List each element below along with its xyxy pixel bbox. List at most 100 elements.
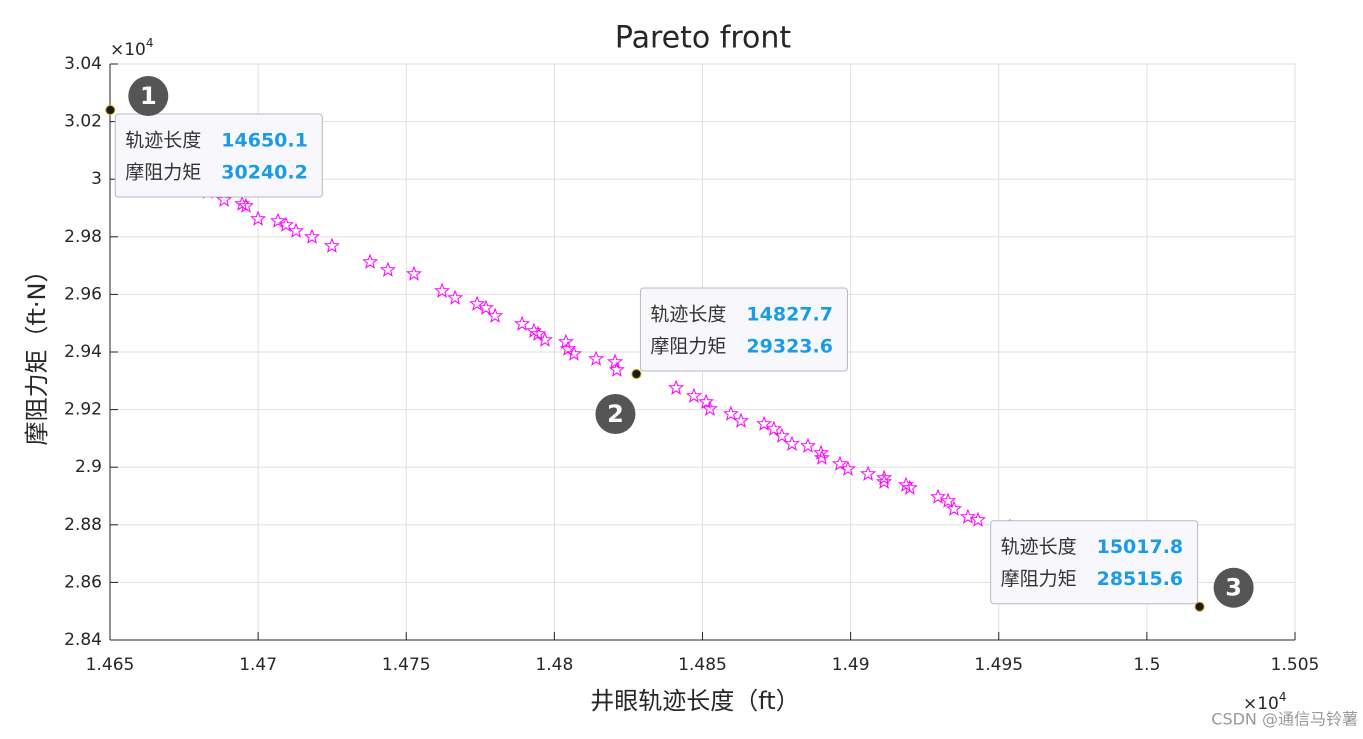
marker-number: 1 bbox=[140, 82, 157, 110]
point bbox=[860, 465, 877, 481]
point bbox=[487, 307, 504, 323]
multiplier-base: ×10 bbox=[1243, 694, 1279, 714]
point bbox=[901, 479, 918, 495]
point bbox=[447, 289, 464, 305]
point bbox=[698, 393, 715, 409]
datatip-value: 15017.8 bbox=[1097, 536, 1184, 558]
x-axis-label: 井眼轨迹长度（ft） bbox=[590, 687, 799, 715]
datatip-label: 轨迹长度 bbox=[125, 130, 201, 152]
datatip-point bbox=[1194, 601, 1205, 612]
point bbox=[722, 405, 739, 421]
datatip-label: 摩阻力矩 bbox=[650, 336, 726, 358]
datatip-label: 摩阻力矩 bbox=[125, 162, 201, 184]
point bbox=[250, 210, 267, 226]
marker-badge bbox=[128, 76, 169, 117]
point bbox=[773, 427, 790, 443]
y-tick-label: 2.98 bbox=[64, 227, 102, 247]
point bbox=[565, 345, 582, 361]
point bbox=[756, 415, 773, 431]
x-tick-label: 1.485 bbox=[678, 655, 727, 675]
marker-badge bbox=[595, 394, 636, 435]
point bbox=[685, 387, 702, 403]
point bbox=[469, 295, 486, 311]
x-tick-label: 1.505 bbox=[1271, 655, 1320, 675]
datatip-box bbox=[639, 287, 848, 372]
point bbox=[799, 437, 816, 453]
point bbox=[434, 282, 451, 298]
datatip-label: 摩阻力矩 bbox=[1001, 568, 1077, 590]
point bbox=[930, 488, 947, 504]
datatip-box bbox=[990, 520, 1199, 605]
datatip-point bbox=[105, 105, 116, 116]
datatip-point bbox=[631, 369, 642, 380]
datatip-value: 29323.6 bbox=[746, 336, 833, 358]
chart-title: Pareto front bbox=[615, 21, 792, 56]
point bbox=[323, 237, 340, 253]
y-tick-label: 2.96 bbox=[64, 284, 102, 304]
y-axis-label: 摩阻力矩（ft·N） bbox=[23, 258, 51, 445]
x-tick-label: 1.47 bbox=[239, 655, 277, 675]
x-tick-label: 1.48 bbox=[535, 655, 573, 675]
y-tick-label: 3.04 bbox=[64, 54, 102, 74]
marker-number: 3 bbox=[1225, 574, 1242, 602]
y-tick-label: 2.9 bbox=[75, 457, 102, 477]
point bbox=[813, 449, 830, 465]
y-tick-label: 3 bbox=[91, 169, 102, 189]
point bbox=[765, 420, 782, 436]
x-tick-label: 1.475 bbox=[382, 655, 431, 675]
axis-multiplier: ×104 bbox=[110, 36, 154, 61]
point bbox=[812, 444, 830, 460]
point bbox=[269, 212, 286, 228]
point bbox=[959, 508, 976, 524]
point bbox=[557, 333, 574, 349]
point bbox=[831, 455, 848, 471]
y-tick-label: 2.88 bbox=[64, 515, 102, 535]
point bbox=[237, 197, 254, 213]
point bbox=[608, 361, 625, 377]
axis-multiplier: ×104 bbox=[1243, 690, 1287, 715]
point bbox=[216, 191, 233, 207]
point bbox=[362, 253, 379, 269]
point bbox=[783, 435, 800, 451]
datatip-value: 14650.1 bbox=[221, 130, 308, 152]
point bbox=[876, 469, 893, 485]
datatip-label: 轨迹长度 bbox=[1001, 536, 1077, 558]
watermark: CSDN @通信马铃薯 bbox=[1211, 710, 1358, 729]
point bbox=[701, 400, 718, 416]
point bbox=[530, 325, 547, 341]
datatip-value: 30240.2 bbox=[221, 162, 308, 184]
y-tick-label: 3.02 bbox=[64, 112, 102, 132]
multiplier-exp: 4 bbox=[1279, 690, 1287, 704]
point bbox=[946, 500, 963, 516]
point bbox=[304, 228, 321, 244]
point bbox=[607, 353, 624, 369]
multiplier-exp: 4 bbox=[146, 36, 154, 50]
y-tick-label: 2.84 bbox=[64, 630, 102, 650]
multiplier-base: ×10 bbox=[110, 40, 146, 60]
point bbox=[405, 265, 422, 281]
point bbox=[477, 299, 494, 315]
point bbox=[514, 315, 531, 331]
point bbox=[668, 379, 685, 395]
x-tick-label: 1.5 bbox=[1133, 655, 1160, 675]
point bbox=[940, 492, 957, 508]
point bbox=[277, 216, 294, 232]
datatip-value: 14827.7 bbox=[746, 304, 833, 326]
point bbox=[525, 322, 542, 338]
y-tick-label: 2.94 bbox=[64, 342, 102, 362]
point bbox=[588, 350, 605, 366]
x-tick-label: 1.495 bbox=[974, 655, 1023, 675]
point bbox=[970, 511, 987, 527]
point bbox=[536, 331, 553, 347]
datatip-label: 轨迹长度 bbox=[650, 304, 726, 326]
marker-badge bbox=[1213, 567, 1254, 608]
y-tick-label: 2.86 bbox=[64, 572, 102, 592]
point bbox=[839, 460, 856, 476]
point bbox=[733, 412, 750, 428]
x-tick-label: 1.465 bbox=[86, 655, 135, 675]
point bbox=[288, 222, 305, 238]
y-tick-label: 2.92 bbox=[64, 400, 102, 420]
x-tick-label: 1.49 bbox=[832, 655, 870, 675]
datatip-value: 28515.6 bbox=[1097, 568, 1184, 590]
